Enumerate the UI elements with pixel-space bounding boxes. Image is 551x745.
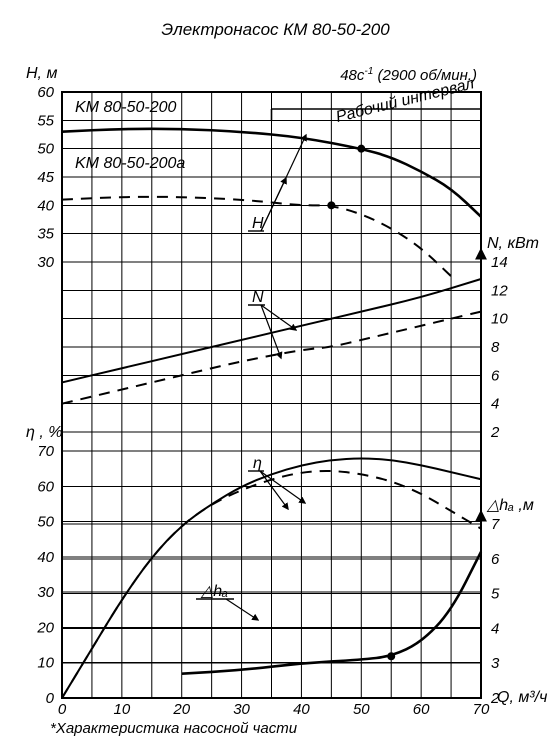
y2-tick-label: 4 xyxy=(491,396,499,413)
y-tick-label: 0 xyxy=(46,690,55,707)
y2-tick-label: 4 xyxy=(491,620,499,637)
y2-axis-label: N, кВm xyxy=(487,235,539,252)
leader-line xyxy=(261,178,286,231)
y2-axis-label: △hₐ ,м xyxy=(486,497,534,514)
y2-tick-label: 10 xyxy=(491,311,508,328)
curve-label: η xyxy=(253,455,262,472)
x-tick-label: 20 xyxy=(172,701,190,718)
y-tick-label: 60 xyxy=(37,84,54,101)
y-tick-label: 50 xyxy=(37,514,54,531)
x-tick-label: 60 xyxy=(413,701,430,718)
y-tick-label: 40 xyxy=(37,549,54,566)
marker-dot xyxy=(387,652,395,660)
y2-tick-label: 8 xyxy=(491,339,500,356)
curve-H-a xyxy=(62,197,451,276)
x-tick-label: 40 xyxy=(293,701,310,718)
y-tick-label: 60 xyxy=(37,478,54,495)
marker-dot xyxy=(327,201,335,209)
y-tick-label: 50 xyxy=(37,141,54,158)
y2-tick-label: 2 xyxy=(490,424,500,441)
x-tick-label: 30 xyxy=(233,701,250,718)
y-tick-label: 30 xyxy=(37,584,54,601)
y2-tick-label: 3 xyxy=(491,655,500,672)
y-axis-label: H, м xyxy=(26,65,57,82)
y-tick-label: 10 xyxy=(37,655,54,672)
y2-tick-label: 5 xyxy=(491,586,500,603)
y-tick-label: 55 xyxy=(37,112,54,129)
y-tick-label: 20 xyxy=(36,619,54,636)
y-tick-label: 40 xyxy=(37,197,54,214)
curve-label: KM 80-50-200a xyxy=(75,155,185,172)
curve-label: △hₐ xyxy=(200,583,228,600)
x-tick-label: 50 xyxy=(353,701,370,718)
pump-chart: 010203040506070Q, м³/ч30354045505560H, м… xyxy=(0,0,551,745)
marker-dot xyxy=(357,145,365,153)
curve-label: KM 80-50-200 xyxy=(75,99,176,116)
y2-tick-label: 6 xyxy=(491,551,500,568)
y-tick-label: 45 xyxy=(37,169,54,186)
y-tick-label: 30 xyxy=(37,254,54,271)
x-tick-label: 10 xyxy=(114,701,131,718)
y2-tick-label: 14 xyxy=(491,254,508,271)
y2-tick-label: 6 xyxy=(491,367,500,384)
y2-tick-label: 2 xyxy=(490,690,500,707)
y-tick-label: 70 xyxy=(37,443,54,460)
y2-tick-label: 12 xyxy=(491,282,508,299)
x-axis-label: Q, м³/ч xyxy=(497,689,547,706)
y2-tick-label: 7 xyxy=(491,516,500,533)
curve-label: N xyxy=(252,289,264,306)
x-tick-label: 0 xyxy=(58,701,67,718)
y-axis-label: η , % xyxy=(26,424,62,441)
x-tick-label: 70 xyxy=(473,701,490,718)
y-tick-label: 35 xyxy=(37,226,54,243)
